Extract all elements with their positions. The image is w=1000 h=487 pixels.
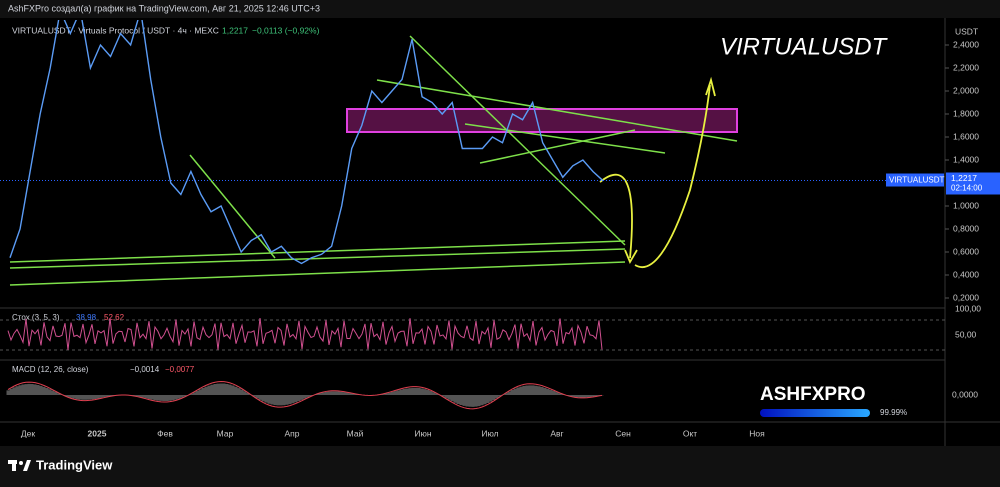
x-tick-label: Фев	[157, 428, 173, 438]
axis-unit: USDT	[955, 26, 978, 36]
price-tag-text: 1,2217	[951, 173, 977, 183]
symbol-tag-text: VIRTUALUSDT	[889, 176, 945, 185]
y-tick-label: 2,2000	[953, 62, 979, 72]
logo-bar	[760, 409, 870, 417]
x-tick-label: Май	[347, 428, 364, 438]
change: −0,0113 (−0,92%)	[252, 25, 320, 35]
y-tick-label: 0,6000	[953, 246, 979, 256]
forecast-arrows	[599, 76, 716, 268]
watermark: VIRTUALUSDT	[720, 33, 889, 60]
y-tick-label: 1,0000	[953, 200, 979, 210]
macd-tick: 0,0000	[952, 389, 978, 399]
y-tick-label: 1,8000	[953, 108, 979, 118]
macd-line	[7, 381, 603, 410]
x-tick-label: Ноя	[749, 428, 765, 438]
macd-signal: −0,0077	[165, 365, 195, 374]
stoch-tick: 100,00	[955, 303, 981, 313]
logo-percent: 99.99%	[880, 408, 907, 417]
y-tick-label: 1,6000	[953, 131, 979, 141]
x-tick-label: Мар	[217, 428, 234, 438]
y-tick-label: 1,4000	[953, 154, 979, 164]
stoch-d: 52,62	[104, 313, 125, 322]
chart-area	[0, 18, 1000, 446]
y-tick-label: 0,4000	[953, 269, 979, 279]
footer: TradingView	[36, 457, 113, 472]
y-tick-label: 2,0000	[953, 85, 979, 95]
zone	[346, 108, 738, 133]
macd-hist	[6, 383, 604, 407]
stoch-tick: 50,00	[955, 329, 977, 339]
y-tick-label: 0,8000	[953, 223, 979, 233]
header: AshFXPro создал(а) график на TradingView…	[8, 3, 320, 13]
x-tick-label: Авг	[550, 428, 563, 438]
x-tick-label: Июл	[481, 428, 498, 438]
x-tick-label: Апр	[285, 428, 300, 438]
price-line	[9, 20, 604, 265]
price-tag	[946, 172, 1000, 195]
x-tick-label: Дек	[21, 428, 35, 438]
symbol-tag	[886, 173, 944, 187]
stoch-line	[7, 318, 603, 350]
symbol: VIRTUALUSDT · Virtuals Protocol / USDT ·…	[12, 25, 219, 35]
countdown: 02:14:00	[951, 184, 983, 193]
y-tick-label: 0,2000	[953, 292, 979, 302]
x-tick-label: 2025	[88, 428, 107, 438]
stoch-k: 38,98	[76, 313, 97, 322]
macd-value: −0,0014	[130, 365, 160, 374]
stoch-label: Стох (3, 5, 3)	[12, 313, 60, 322]
trendlines	[9, 35, 738, 286]
x-tick-label: Сен	[615, 428, 631, 438]
price: 1,2217	[222, 25, 248, 35]
x-tick-label: Июн	[414, 428, 431, 438]
tv-logo	[8, 460, 31, 471]
macd-label: MACD (12, 26, close)	[12, 365, 89, 374]
x-tick-label: Окт	[683, 428, 697, 438]
logo: ASHFXPRO	[760, 384, 866, 405]
y-tick-label: 2,4000	[953, 39, 979, 49]
